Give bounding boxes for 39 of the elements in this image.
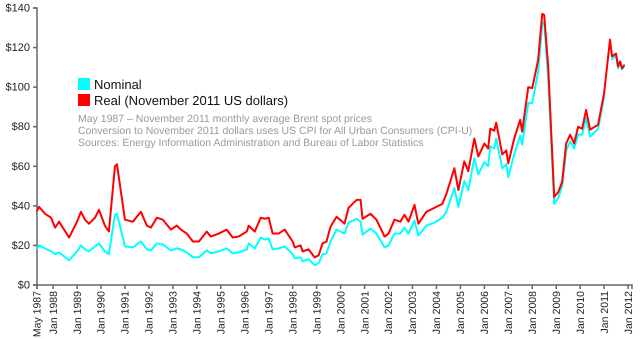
annotation: May 1987 – November 2011 monthly average Brent spot prices	[78, 113, 372, 125]
x-tick-label: Jan 2005	[455, 290, 468, 334]
x-tick-label: Jan 2012	[622, 290, 635, 334]
x-tick-label: Jan 2011	[598, 290, 611, 334]
x-tick-label: Jan 1994	[192, 290, 204, 334]
x-tick-label: Jan 2000	[335, 290, 348, 334]
x-tick-label: Jan 1996	[239, 290, 252, 334]
legend-label: Real (November 2011 US dollars)	[94, 93, 288, 108]
x-tick-label: Jan 2007	[502, 290, 515, 334]
legend-label: Nominal	[94, 77, 142, 92]
x-tick-label: Jan 1992	[144, 290, 156, 334]
y-tick-label: $20	[12, 240, 30, 252]
x-tick-label: Jan 1988	[48, 290, 60, 334]
y-tick-label: $80	[12, 121, 30, 134]
x-tick-label: Jan 1998	[287, 290, 300, 334]
x-tick-label: Jan 2009	[550, 290, 563, 334]
x-tick-label: Jan 2001	[359, 290, 372, 334]
annotation: Sources: Energy Information Administration and Bureau of Labor Statistics	[78, 137, 424, 149]
x-tick-label: Jan 1991	[120, 290, 132, 334]
y-tick-label: $120	[6, 42, 30, 54]
y-tick-label: $100	[6, 82, 30, 94]
x-tick-label: Jan 2003	[407, 290, 420, 334]
x-tick-label: Jan 1995	[215, 290, 228, 334]
x-tick-label: Jan 2004	[431, 290, 444, 334]
x-tick-label: Jan 1989	[72, 290, 84, 334]
x-tick-label: Jan 1990	[96, 290, 108, 334]
x-tick-label: Jan 1993	[168, 290, 180, 334]
y-tick-label: $60	[12, 160, 30, 173]
x-tick-label: Jan 2010	[574, 290, 587, 334]
x-tick-label: Jan 1997	[263, 290, 276, 334]
x-tick-label: Jan 2002	[383, 290, 396, 334]
y-tick-label: $140	[6, 2, 30, 15]
y-tick-label: $0	[18, 280, 30, 292]
x-tick-label: May 1987	[32, 290, 44, 338]
annotation: Conversion to November 2011 dollars uses US CPI for All Urban Consumers (CPI-U)	[78, 125, 472, 137]
x-tick-label: Jan 2006	[479, 290, 492, 334]
y-tick-label: $40	[12, 200, 30, 212]
x-tick-label: Jan 2008	[526, 290, 539, 334]
x-tick-label: Jan 1999	[311, 290, 324, 334]
